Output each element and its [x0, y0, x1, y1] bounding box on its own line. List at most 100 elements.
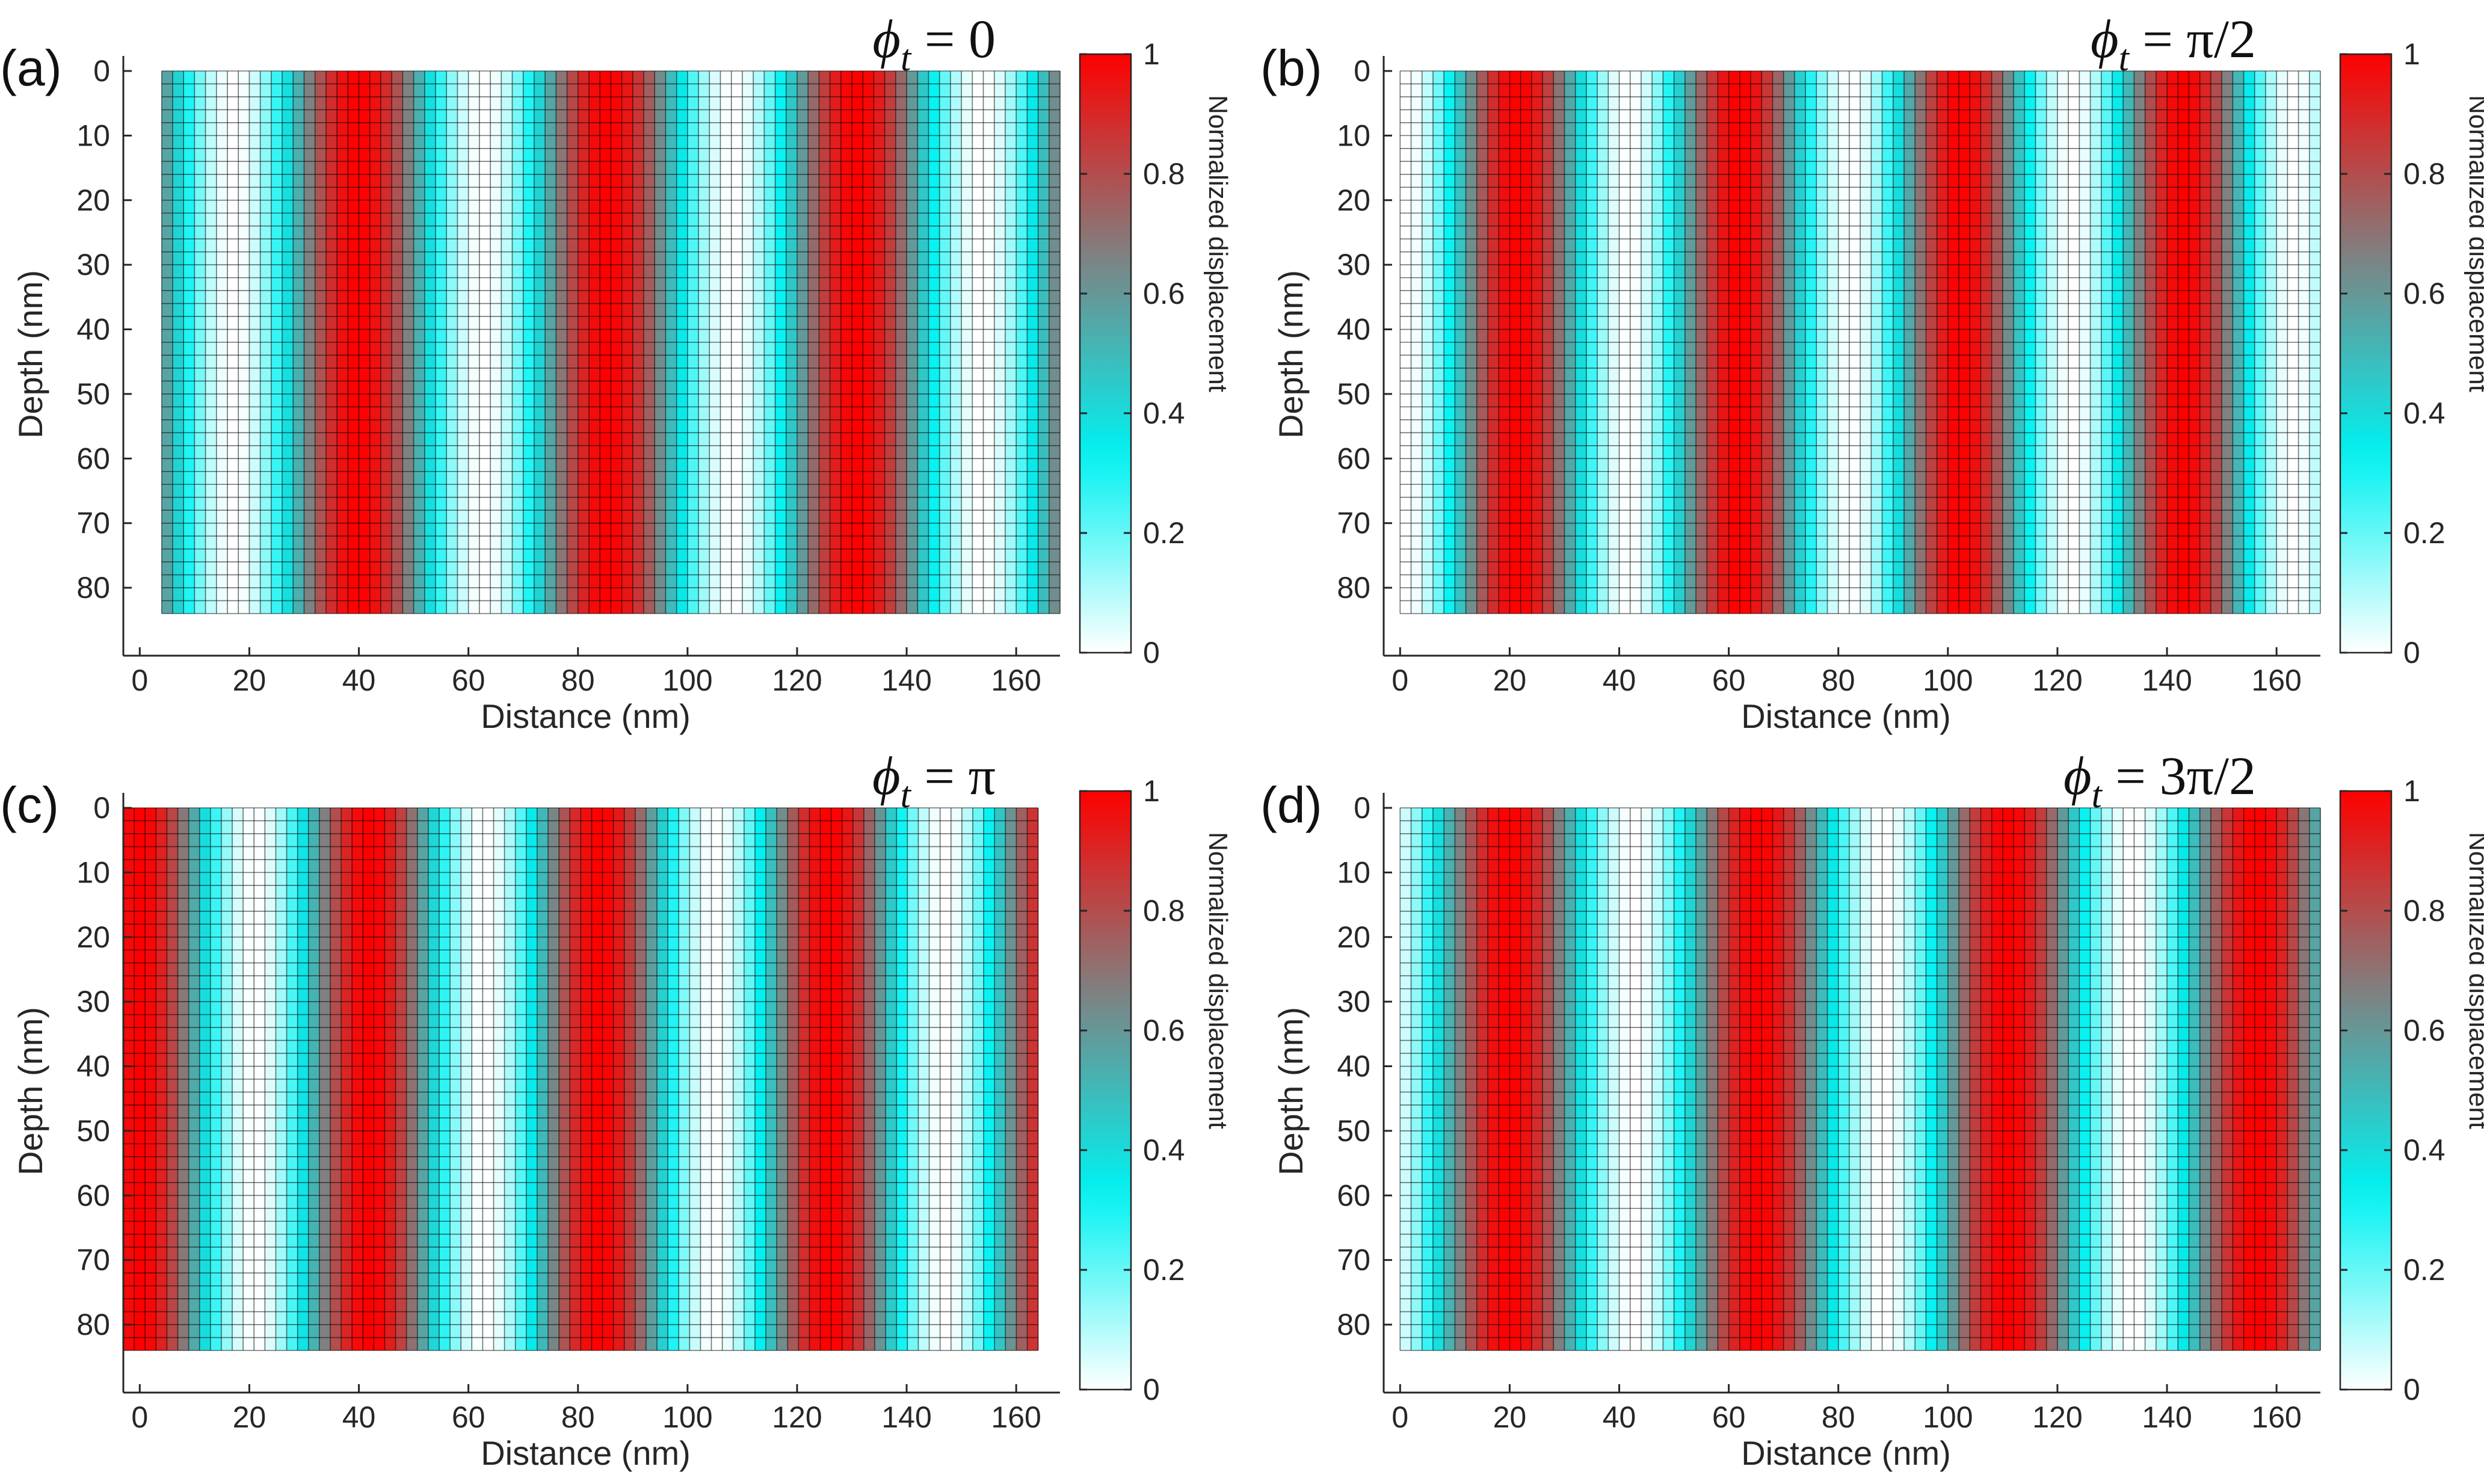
panel-title: ϕt = 0	[872, 10, 996, 79]
title-subscript: t	[2092, 775, 2103, 816]
panel-label: (d)	[1260, 777, 1322, 833]
x-tick-label: 20	[233, 663, 267, 697]
y-tick-label: 30	[1337, 985, 1370, 1018]
x-tick-label: 100	[1923, 1400, 1973, 1434]
x-tick-label: 80	[1822, 663, 1855, 697]
y-tick-label: 40	[1337, 313, 1370, 346]
colorbar-title: Normalized displacement	[1203, 832, 1233, 1129]
x-tick-label: 40	[1603, 1400, 1636, 1434]
heatmap-mesh	[1399, 70, 2321, 614]
x-tick-label: 0	[1391, 663, 1408, 697]
y-tick-label: 0	[1354, 54, 1370, 88]
colorbar-tick-label: 1	[1143, 774, 1160, 808]
colorbar-tick-label: 0.4	[2403, 1133, 2445, 1167]
y-tick-label: 70	[76, 506, 110, 540]
colorbar-title: Normalized displacement	[2464, 95, 2484, 392]
y-tick-label: 30	[76, 248, 110, 282]
title-symbol: ϕ	[2063, 747, 2092, 806]
y-axis-title: Depth (nm)	[11, 1007, 49, 1175]
title-subscript: t	[2119, 38, 2130, 79]
title-value: = π	[911, 747, 996, 806]
y-tick-label: 80	[1337, 571, 1370, 605]
colorbar-tick-label: 1	[2403, 37, 2420, 71]
y-axis-title: Depth (nm)	[1272, 1007, 1310, 1175]
y-tick-label: 50	[1337, 377, 1370, 411]
heatmap-mesh	[1399, 807, 2321, 1351]
x-tick-label: 160	[991, 1400, 1041, 1434]
y-tick-label: 30	[1337, 248, 1370, 282]
colorbar-tick-label: 0.8	[2403, 157, 2445, 191]
x-tick-label: 0	[1391, 1400, 1408, 1434]
title-value: = π/2	[2129, 10, 2256, 69]
x-tick-label: 100	[1923, 663, 1973, 697]
x-tick-label: 100	[662, 663, 712, 697]
x-tick-label: 0	[131, 663, 148, 697]
chart-panel: 0 20 40 60 80 100 120 140 16001020304050607080Di…	[0, 747, 1233, 1472]
title-symbol: ϕ	[2091, 10, 2119, 69]
y-tick-label: 10	[76, 855, 110, 889]
panel-title: ϕt = π/2	[2091, 10, 2256, 79]
y-tick-label: 20	[1337, 920, 1370, 954]
y-tick-label: 70	[1337, 506, 1370, 540]
heatmap-mesh	[161, 70, 1061, 614]
title-subscript: t	[901, 38, 912, 79]
x-tick-label: 140	[2142, 663, 2192, 697]
chart-panel: 0 20 40 60 80 100 120 140 16001020304050607080Di…	[0, 10, 1233, 735]
y-tick-label: 0	[93, 54, 110, 88]
colorbar-tick-label: 0.4	[2403, 396, 2445, 430]
colorbar-tick-label: 0.6	[1143, 277, 1185, 310]
x-tick-label: 20	[233, 1400, 267, 1434]
y-tick-label: 0	[1354, 791, 1370, 825]
x-tick-label: 40	[1603, 663, 1636, 697]
colorbar-tick-label: 0	[2403, 1373, 2420, 1406]
panel-label: (c)	[0, 777, 59, 833]
y-axis-title: Depth (nm)	[1272, 270, 1310, 439]
y-tick-label: 60	[1337, 1178, 1370, 1212]
colorbar	[2339, 53, 2393, 654]
title-symbol: ϕ	[872, 747, 901, 806]
colorbar-tick-label: 1	[1143, 37, 1160, 71]
x-tick-label: 80	[1822, 1400, 1855, 1434]
x-tick-label: 140	[881, 1400, 931, 1434]
x-axis-title: Distance (nm)	[481, 1434, 691, 1472]
colorbar-tick-label: 0.6	[2403, 277, 2445, 310]
heatmap-field	[1400, 808, 2321, 1350]
x-tick-label: 60	[452, 663, 485, 697]
x-axis-title: Distance (nm)	[481, 697, 691, 735]
x-tick-label: 60	[452, 1400, 485, 1434]
y-tick-label: 80	[76, 1308, 110, 1341]
colorbar-tick-label: 0	[2403, 636, 2420, 670]
y-tick-label: 50	[76, 1114, 110, 1148]
colorbar-tick-label: 0.2	[1143, 1253, 1185, 1287]
colorbar-tick-label: 0.8	[2403, 894, 2445, 928]
title-value: = 3π/2	[2102, 747, 2256, 806]
x-tick-label: 60	[1712, 1400, 1746, 1434]
colorbar	[2339, 790, 2393, 1391]
y-tick-label: 50	[1337, 1114, 1370, 1148]
x-tick-label: 80	[561, 1400, 595, 1434]
y-tick-label: 0	[93, 791, 110, 825]
colorbar-tick-label: 0.8	[1143, 894, 1185, 928]
colorbar-tick-label: 0.2	[2403, 516, 2445, 550]
chart-panel: 0 20 40 60 80 100 120 140 16001020304050607080Di…	[1260, 10, 2484, 735]
y-axis-title: Depth (nm)	[11, 270, 49, 439]
x-tick-label: 120	[772, 663, 822, 697]
x-tick-label: 140	[2142, 1400, 2192, 1434]
x-tick-label: 140	[881, 663, 931, 697]
panel-title: ϕt = π	[872, 747, 996, 816]
y-tick-label: 60	[76, 442, 110, 475]
y-tick-label: 50	[76, 377, 110, 411]
x-tick-label: 40	[342, 1400, 376, 1434]
x-tick-label: 0	[131, 1400, 148, 1434]
colorbar-tick-label: 0.2	[2403, 1253, 2445, 1287]
heatmap-field	[1400, 71, 2321, 614]
colorbar-tick-label: 0.4	[1143, 396, 1185, 430]
colorbar	[1079, 790, 1132, 1391]
x-tick-label: 160	[2251, 1400, 2301, 1434]
colorbar-tick-label: 0	[1143, 636, 1160, 670]
y-tick-label: 40	[76, 313, 110, 346]
x-axis-title: Distance (nm)	[1741, 1434, 1951, 1472]
y-tick-label: 80	[1337, 1308, 1370, 1341]
colorbar-tick-label: 0	[1143, 1373, 1160, 1406]
